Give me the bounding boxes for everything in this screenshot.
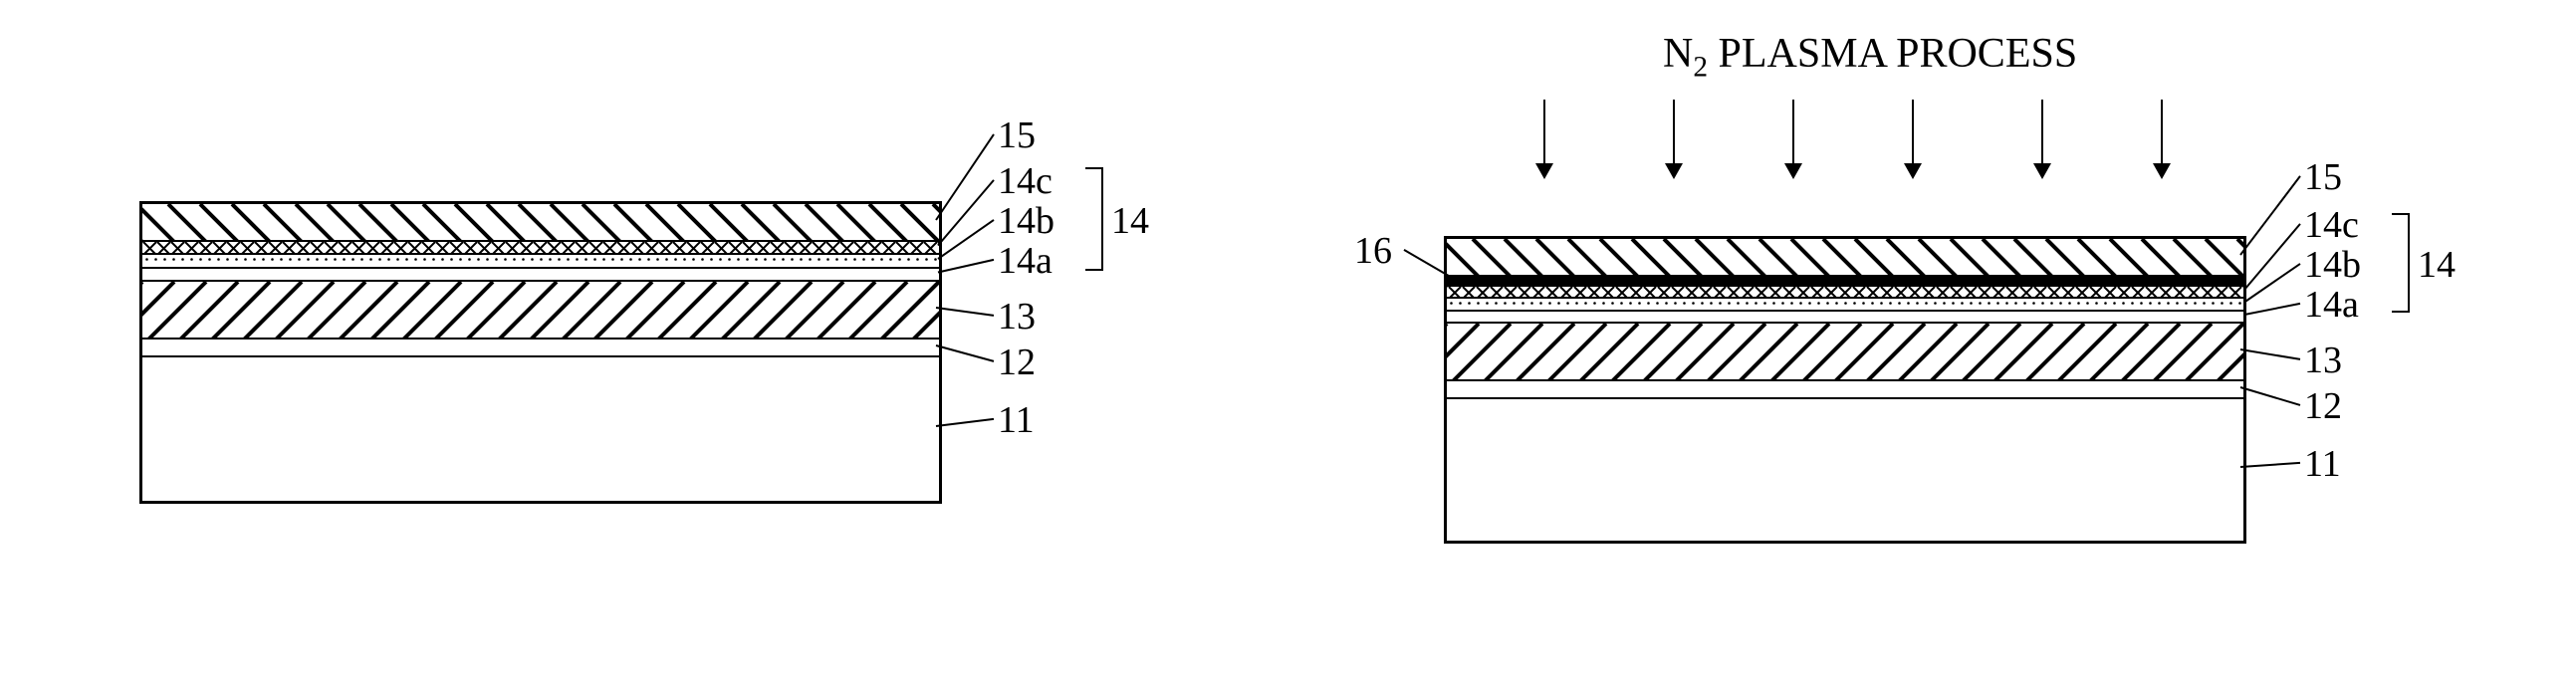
leader-14a bbox=[0, 0, 2576, 681]
plasma-arrow-4 bbox=[2041, 100, 2043, 177]
label-11: 11 bbox=[2304, 442, 2341, 486]
brace-14 bbox=[2392, 213, 2410, 313]
plasma-arrow-1 bbox=[1673, 100, 1675, 177]
page-root: 1514c14b14a131211141514c14b14a1312111416… bbox=[0, 0, 2576, 681]
label-16: 16 bbox=[1354, 229, 1392, 273]
plasma-arrow-0 bbox=[1543, 100, 1545, 177]
process-label: N2 PLASMA PROCESS bbox=[1663, 30, 2077, 84]
label-12: 12 bbox=[2304, 384, 2342, 428]
plasma-arrow-5 bbox=[2161, 100, 2163, 177]
plasma-arrow-3 bbox=[1912, 100, 1914, 177]
label-14: 14 bbox=[2418, 243, 2456, 287]
plasma-arrow-2 bbox=[1792, 100, 1794, 177]
label-13: 13 bbox=[2304, 339, 2342, 382]
